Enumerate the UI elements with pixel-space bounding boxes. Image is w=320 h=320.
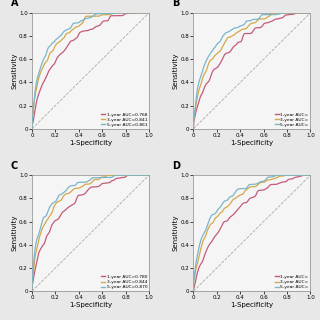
X-axis label: 1-Specificity: 1-Specificity: [230, 140, 274, 146]
Legend: 1-year AUC=0.768, 3-year AUC=0.841, 5-year AUC=0.861: 1-year AUC=0.768, 3-year AUC=0.841, 5-ye…: [100, 112, 148, 127]
Y-axis label: Sensitivity: Sensitivity: [172, 52, 179, 89]
Text: C: C: [11, 161, 18, 171]
X-axis label: 1-Specificity: 1-Specificity: [69, 140, 112, 146]
Text: D: D: [172, 161, 180, 171]
Y-axis label: Sensitivity: Sensitivity: [11, 215, 17, 252]
Legend: 1-year AUC=, 3-year AUC=, 5-year AUC=: 1-year AUC=, 3-year AUC=, 5-year AUC=: [274, 112, 309, 127]
Text: A: A: [11, 0, 19, 8]
Y-axis label: Sensitivity: Sensitivity: [172, 215, 179, 252]
Y-axis label: Sensitivity: Sensitivity: [11, 52, 17, 89]
Text: B: B: [172, 0, 180, 8]
Legend: 1-year AUC=, 3-year AUC=, 5-year AUC=: 1-year AUC=, 3-year AUC=, 5-year AUC=: [274, 275, 309, 290]
X-axis label: 1-Specificity: 1-Specificity: [230, 302, 274, 308]
X-axis label: 1-Specificity: 1-Specificity: [69, 302, 112, 308]
Legend: 1-year AUC=0.780, 3-year AUC=0.844, 5-year AUC=0.870: 1-year AUC=0.780, 3-year AUC=0.844, 5-ye…: [100, 275, 148, 290]
